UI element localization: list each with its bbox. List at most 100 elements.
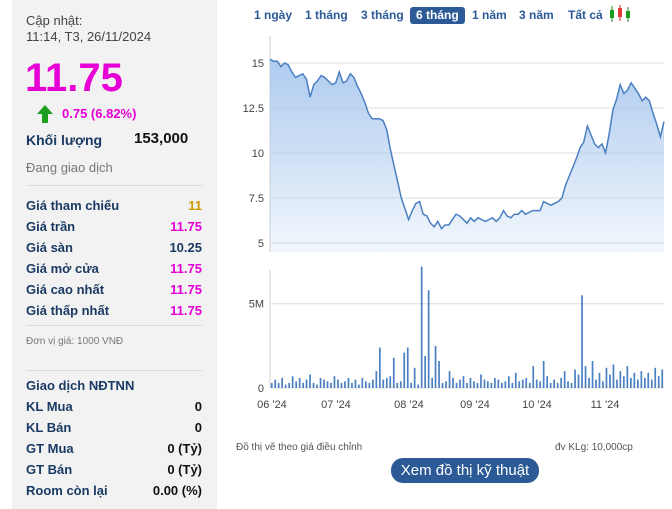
volume-bar <box>650 379 653 388</box>
foreign-trading-title: Giao dịch NĐTNN <box>26 378 135 393</box>
volume-bar <box>549 382 552 388</box>
volume-bar <box>584 366 587 388</box>
volume-bar <box>494 377 496 388</box>
volume-bar <box>434 345 437 388</box>
volume-bar <box>424 356 426 388</box>
foreign-trading-label: GT Bán <box>26 462 73 477</box>
volume-bar <box>295 381 297 388</box>
volume-bar <box>417 384 419 388</box>
volume-bar <box>326 381 329 388</box>
period-tab[interactable]: Tất cả <box>568 8 603 22</box>
period-tab[interactable]: 1 năm <box>472 8 507 22</box>
foreign-trading-value: 0 <box>194 420 202 435</box>
volume-bar <box>504 381 507 388</box>
volume-bar <box>452 377 454 388</box>
volume-bar <box>379 347 381 388</box>
volume-bar <box>647 372 650 388</box>
foreign-trading-row: KL Mua 0 <box>26 399 202 417</box>
volume-label: Khối lượng <box>26 132 103 148</box>
volume-bar <box>354 379 357 388</box>
foreign-trading-value: 0 (Tỷ) <box>167 441 202 456</box>
period-tab[interactable]: 6 tháng <box>410 7 465 24</box>
price-info-label: Giá sàn <box>26 240 73 255</box>
volume-bar <box>270 382 273 388</box>
period-tab[interactable]: 1 ngày <box>254 8 293 22</box>
volume-bar <box>595 379 597 388</box>
volume-bar <box>396 382 399 388</box>
volume-bar <box>577 374 580 388</box>
volume-bar <box>473 381 475 388</box>
volume-bar <box>483 379 486 388</box>
volume-bar <box>630 377 632 388</box>
volume-bar <box>563 371 566 388</box>
volume-bar <box>323 379 325 388</box>
volume-bar <box>553 379 555 388</box>
trading-status: Đang giao dịch <box>26 160 113 175</box>
volume-bar <box>637 379 639 388</box>
x-tick-label: 09 '24 <box>460 399 490 411</box>
price-info-row: Giá cao nhất 11.75 <box>26 282 202 300</box>
volume-bar <box>518 381 521 388</box>
volume-bar <box>466 382 468 388</box>
price-info-value: 11.75 <box>170 261 202 276</box>
x-tick-label: 06 '24 <box>257 399 287 411</box>
volume-bar <box>382 379 385 388</box>
period-tab[interactable]: 1 tháng <box>305 8 348 22</box>
volume-bar <box>535 379 538 388</box>
volume-bar <box>525 377 528 388</box>
volume-bar <box>469 377 472 388</box>
volume-bar <box>591 361 594 388</box>
price-info-label: Giá trần <box>26 219 76 234</box>
x-tick-label: 10 '24 <box>522 399 552 411</box>
volume-bar <box>501 382 503 388</box>
volume-bar <box>567 381 569 388</box>
volume-bar <box>556 382 559 388</box>
volume-bar <box>570 382 573 388</box>
price-change: 0.75 (6.82%) <box>62 106 137 121</box>
volume-bar <box>291 376 294 388</box>
volume-bar <box>392 357 395 388</box>
price-line <box>269 58 665 230</box>
updated-time: 11:14, T3, 26/11/2024 <box>26 29 152 44</box>
volume-bar <box>511 382 514 388</box>
volume-bar <box>508 376 510 388</box>
volume-bar <box>459 379 461 388</box>
volume-bar <box>497 379 500 388</box>
divider <box>26 370 202 371</box>
quote-panel: Cập nhật: 11:14, T3, 26/11/2024 11.75 0.… <box>12 0 217 509</box>
volume-unit-note: đv KLg: 10,000cp <box>555 442 633 453</box>
price-tick-label: 7.5 <box>249 193 264 205</box>
volume-bar <box>654 367 657 388</box>
volume-bar <box>462 376 465 388</box>
price-info-label: Giá thấp nhất <box>26 303 110 318</box>
volume-bar <box>619 371 622 388</box>
price-info-label: Giá mở cửa <box>26 261 99 276</box>
candlestick-icon[interactable] <box>608 5 632 23</box>
volume-bar <box>312 382 315 388</box>
volume-bar <box>588 377 590 388</box>
price-unit-note: Đơn vị giá: 1000 VNĐ <box>26 336 124 347</box>
price-info-label: Giá tham chiếu <box>26 198 120 213</box>
technical-chart-button[interactable]: Xem đồ thị kỹ thuật <box>391 458 539 483</box>
volume-bar <box>347 377 350 388</box>
volume-bar <box>626 366 629 388</box>
foreign-trading-value: 0 (Tỷ) <box>167 462 202 477</box>
price-info-row: Giá sàn 10.25 <box>26 240 202 258</box>
price-info-row: Giá thấp nhất 11.75 <box>26 303 202 321</box>
volume-bar <box>358 384 360 388</box>
volume-bar <box>490 382 493 388</box>
volume-bar <box>305 379 308 388</box>
volume-bar <box>487 381 489 388</box>
volume-bar <box>521 379 524 388</box>
foreign-trading-value: 0 <box>194 399 202 414</box>
price-tick-label: 10 <box>252 148 264 160</box>
volume-bar <box>598 372 601 388</box>
price-info-value: 11.75 <box>170 219 202 234</box>
volume-bar <box>605 367 608 388</box>
volume-bar <box>438 361 440 388</box>
price-info-row: Giá mở cửa 11.75 <box>26 261 202 279</box>
x-tick-label: 07 '24 <box>321 399 351 411</box>
period-tab[interactable]: 3 tháng <box>361 8 404 22</box>
period-tab[interactable]: 3 năm <box>519 8 554 22</box>
volume-bar <box>480 374 482 388</box>
